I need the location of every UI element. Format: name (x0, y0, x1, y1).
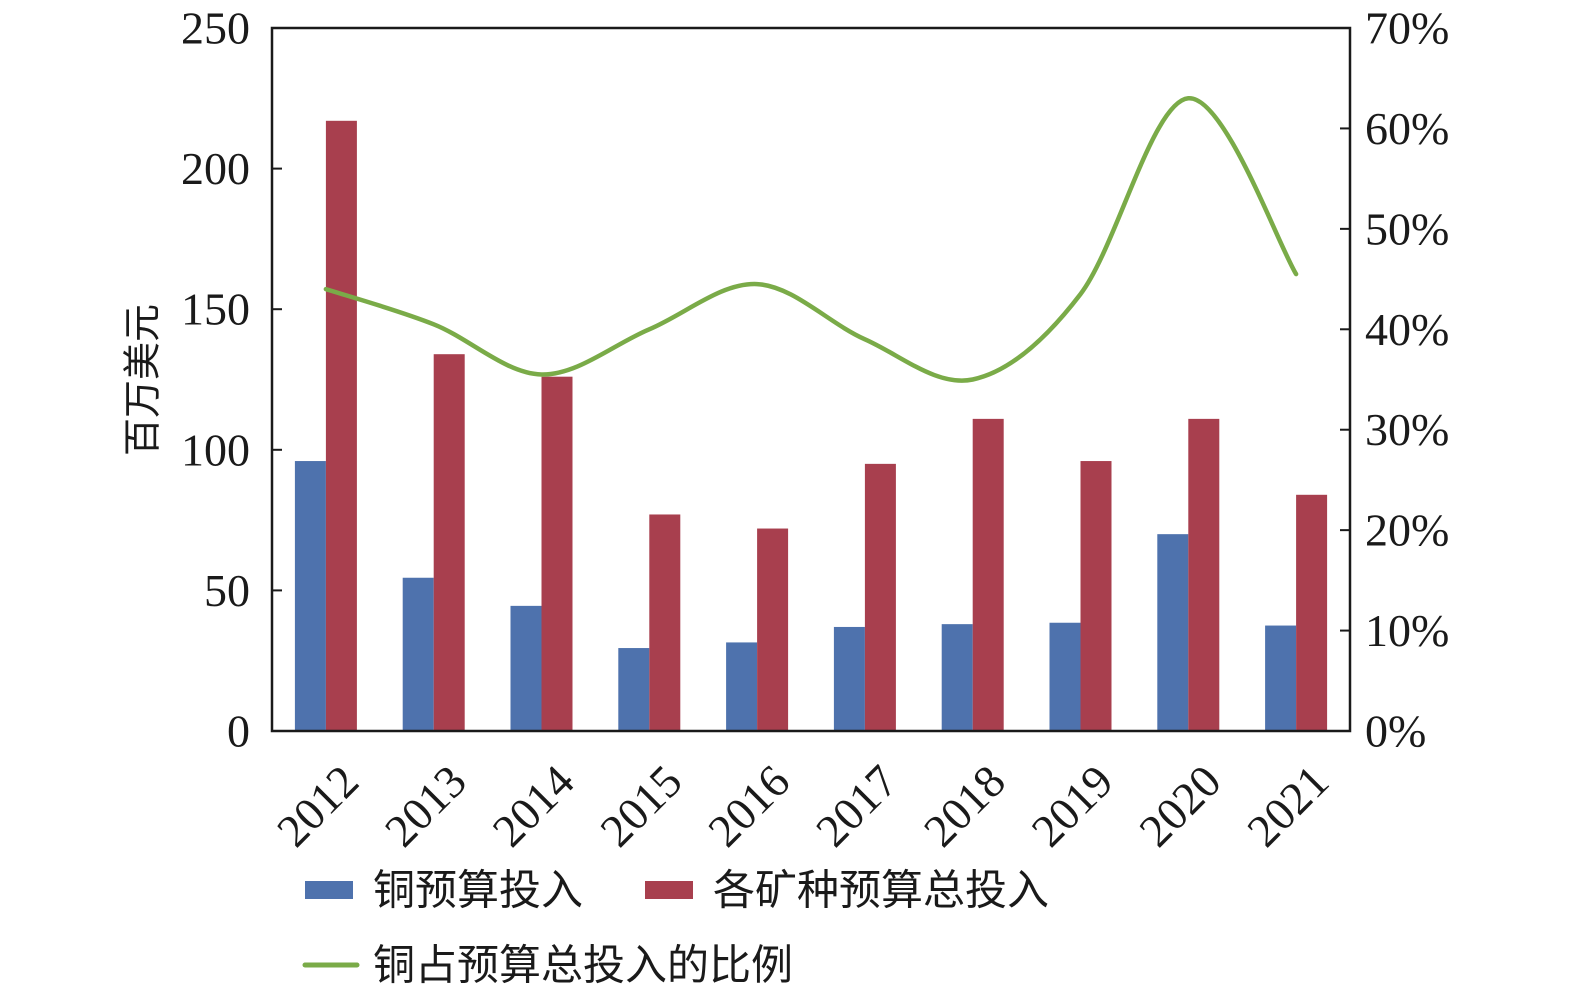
y-left-tick-label: 150 (181, 284, 250, 335)
bar-copper-2013 (402, 577, 434, 731)
bar-total-2020 (1188, 418, 1220, 731)
x-tick-label: 2012 (267, 755, 368, 856)
y-left-tick-label: 100 (181, 424, 250, 475)
x-tick-label: 2014 (483, 755, 584, 856)
legend-label: 铜预算投入 (373, 866, 583, 915)
legend-swatch (645, 881, 693, 899)
bar-copper-2012 (294, 461, 326, 731)
ticks-layer: 0 50 100 150 200 250 0% 10% 20% 30% 40% 50% 60% 70% 20… (181, 3, 1449, 857)
x-tick-label: 2017 (806, 755, 907, 856)
y-left-tick-label: 250 (181, 3, 250, 54)
legend-label: 铜占预算总投入的比例 (373, 941, 793, 990)
bar-copper-2014 (510, 605, 542, 731)
bar-total-2021 (1296, 494, 1328, 731)
x-tick-label: 2019 (1022, 755, 1123, 856)
y-right-tick-label: 70% (1365, 3, 1449, 54)
line-layer (323, 96, 1299, 383)
bar-copper-2020 (1157, 534, 1189, 731)
bar-total-2019 (1080, 461, 1112, 731)
x-tick-label: 2013 (375, 755, 476, 856)
bars-layer (294, 120, 1328, 731)
y-right-tick-label: 50% (1365, 203, 1449, 254)
bar-copper-2021 (1265, 625, 1297, 731)
plot-frame (270, 26, 1352, 733)
bar-copper-2015 (618, 648, 650, 731)
y-left-tick-label: 200 (181, 143, 250, 194)
x-tick-label: 2015 (590, 755, 691, 856)
y-right-tick-label: 30% (1365, 404, 1449, 455)
bar-total-2017 (864, 463, 896, 731)
y-right-tick-label: 60% (1365, 103, 1449, 154)
bar-copper-2018 (941, 624, 973, 731)
y-left-tick-label: 0 (227, 706, 250, 757)
legend-swatch (305, 881, 353, 899)
bar-copper-2017 (833, 626, 865, 731)
y-axis-title: 百万美元 (121, 304, 165, 456)
y-right-tick-label: 0% (1365, 706, 1426, 757)
bar-copper-2019 (1049, 622, 1081, 731)
legend-label: 各矿种预算总投入 (713, 866, 1049, 915)
bar-total-2013 (433, 354, 465, 731)
bar-copper-2016 (726, 642, 758, 731)
bar-total-2018 (972, 418, 1004, 731)
x-tick-label: 2018 (914, 755, 1015, 856)
y-right-tick-label: 40% (1365, 304, 1449, 355)
y-right-tick-label: 20% (1365, 505, 1449, 556)
x-tick-label: 2016 (698, 755, 799, 856)
y-left-tick-label: 50 (204, 565, 250, 616)
line-copper-share (323, 96, 1299, 383)
y-right-tick-label: 10% (1365, 605, 1449, 656)
bar-total-2014 (541, 376, 573, 731)
bar-total-2012 (325, 120, 357, 731)
axes-layer (270, 26, 1352, 733)
x-tick-label: 2020 (1129, 755, 1230, 856)
bar-total-2016 (757, 528, 789, 731)
bar-total-2015 (649, 514, 681, 731)
x-tick-label: 2021 (1237, 755, 1338, 856)
